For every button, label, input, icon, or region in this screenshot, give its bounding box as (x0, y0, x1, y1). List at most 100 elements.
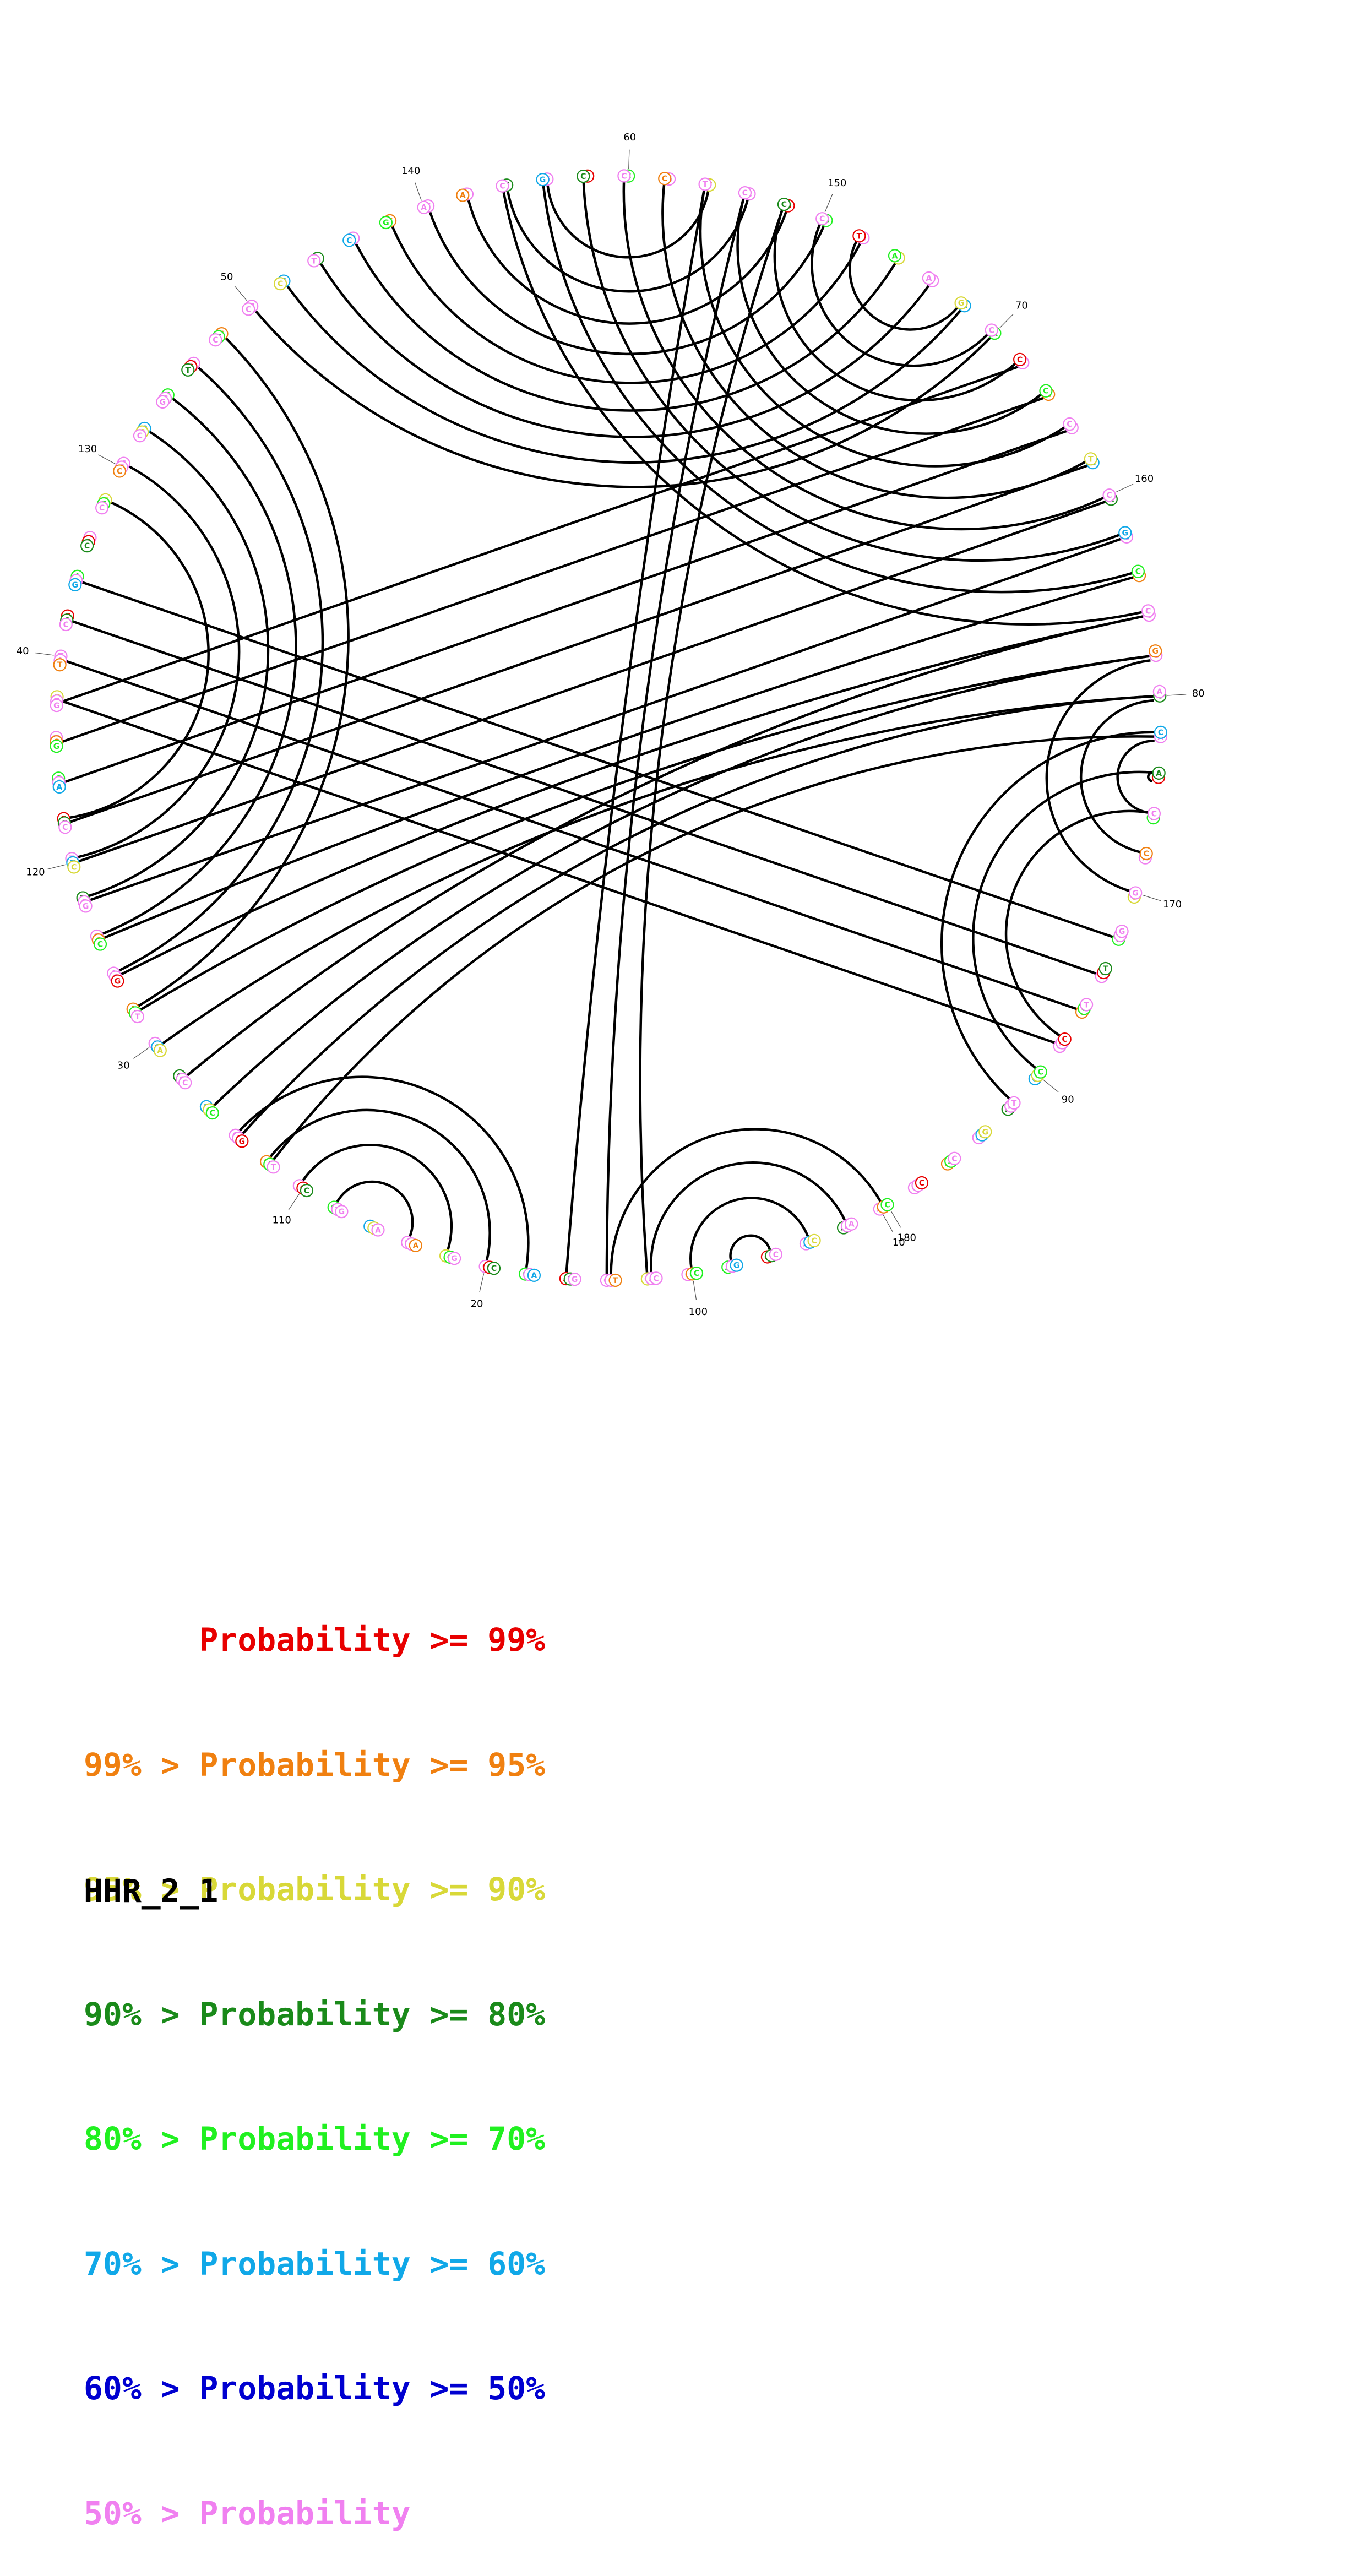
nucleotide-letter: C (304, 1187, 309, 1195)
nucleotide-circle (1129, 886, 1143, 900)
tick-label: 110 (272, 1215, 291, 1226)
nucleotide-letter: C (580, 172, 586, 181)
position-ticks: 10 20 30 40 50 60 70 80 90 100 110 120 130 140 150 160 1… (17, 132, 1205, 1318)
nucleotide: G (954, 296, 968, 310)
nucleotide-letter: T (186, 366, 191, 375)
tick-line (415, 182, 422, 201)
nucleotide-circle (59, 617, 73, 632)
base-pair-arc (336, 1180, 414, 1237)
nucleotide-letter: C (84, 542, 90, 551)
nucleotide: T (1084, 452, 1097, 466)
nucleotide-circle (80, 539, 94, 553)
nucleotide: C (67, 860, 81, 874)
base-pair-arc (355, 243, 896, 412)
base-pair-arc (729, 1234, 771, 1261)
tick-label: 130 (78, 443, 97, 455)
nucleotide-circle (1118, 526, 1132, 540)
nucleotide-letter: G (1152, 647, 1159, 656)
tick-line (890, 1210, 901, 1228)
nucleotide: C (209, 333, 222, 347)
tick-label: 120 (26, 866, 45, 878)
nucleotide-letter: C (1158, 729, 1163, 737)
nucleotide: G (335, 1205, 349, 1219)
nucleotide-circle (1152, 684, 1166, 698)
nucleotide: C (1141, 604, 1155, 618)
base-pair-arc (77, 465, 241, 858)
nucleotide-circle (527, 1268, 541, 1282)
nucleotide: T (181, 363, 195, 377)
nucleotide-letter: A (421, 204, 427, 213)
tick-line (1116, 483, 1134, 493)
nucleotide-circle (496, 179, 509, 193)
nucleotide-letter: T (271, 1163, 276, 1172)
nucleotide: G (68, 578, 82, 591)
nucleotide: C (948, 1151, 961, 1165)
legend-row-plow: 50% > Probability (84, 2494, 411, 2532)
nucleotide: C (300, 1183, 314, 1198)
nucleotide-letter: C (694, 1269, 699, 1278)
nucleotide-letter: C (71, 863, 77, 872)
nucleotide: C (617, 169, 631, 183)
base-pair-arc (88, 431, 270, 898)
nucleotide-circle (156, 395, 170, 409)
nucleotide: C (58, 820, 72, 834)
nucleotide-letter: C (210, 1109, 215, 1118)
tick-label: 170 (1163, 899, 1182, 910)
nucleotide: G (235, 1134, 249, 1148)
probability-legend: Probability >= 99% 99% > Probability >= … (84, 1536, 545, 2576)
nucleotide: C (915, 1176, 929, 1190)
nucleotide: A (52, 780, 66, 794)
nucleotide: C (577, 169, 590, 183)
nucleotide-letter: T (135, 1013, 140, 1021)
nucleotide-circle (242, 302, 255, 316)
nucleotide-letter: C (1062, 1035, 1068, 1044)
nucleotide: C (487, 1262, 501, 1275)
nucleotide-letter: T (1103, 965, 1108, 974)
nucleotide: C (880, 1198, 894, 1211)
nucleotide-circle (379, 215, 393, 230)
legend-row-p50: 60% > Probability >= 50% (84, 2370, 546, 2407)
base-pair-arc (118, 366, 324, 972)
nucleotide-letter: T (311, 257, 317, 265)
nucleotide: C (113, 464, 127, 478)
base-pair-arc (269, 1108, 491, 1261)
nucleotide: C (769, 1247, 783, 1261)
nucleotide: C (649, 1271, 663, 1285)
nucleotide: C (1131, 564, 1145, 578)
nucleotide-circle (1007, 1096, 1021, 1110)
nucleotide-letter: T (613, 1276, 618, 1285)
base-pair-arc (622, 182, 1105, 531)
nucleotide-circle (1131, 564, 1145, 578)
nucleotide-letter: T (703, 180, 708, 189)
nucleotide-circle (769, 1247, 783, 1261)
legend-row-p90: 95% > Probability >= 90% (84, 1871, 546, 1908)
nucleotide-circle (50, 698, 63, 713)
nucleotide-circle (209, 333, 222, 347)
nucleotide: A (417, 200, 431, 214)
tick-line (133, 1047, 150, 1059)
nucleotide-circle (68, 578, 82, 591)
nucleotide: G (156, 395, 170, 409)
base-pair-arc (89, 537, 1122, 901)
nucleotide-letter: G (72, 581, 79, 590)
nucleotide: C (1154, 725, 1168, 739)
tick-line (234, 286, 248, 301)
nucleotide: A (845, 1217, 858, 1231)
nucleotide-letter: G (1133, 889, 1139, 898)
nucleotide-circle (235, 1134, 249, 1148)
base-pair-arc (238, 1075, 530, 1269)
base-pair-arc (78, 500, 1106, 863)
nucleotide: C (1139, 846, 1153, 861)
nucleotide: C (496, 179, 509, 193)
base-pair-arc (1147, 771, 1153, 782)
nucleotide: C (273, 277, 287, 291)
nucleotide: C (689, 1267, 704, 1280)
tick-label: 150 (828, 177, 846, 189)
nucleotide-letter: C (117, 467, 122, 476)
base-pair-arc (186, 615, 1144, 1077)
tick-label: 30 (117, 1059, 130, 1071)
nucleotide-letter: C (781, 200, 787, 209)
nucleotide: G (536, 173, 550, 187)
tick-label: 160 (1135, 473, 1154, 485)
nucleotide-circle (153, 1044, 167, 1057)
